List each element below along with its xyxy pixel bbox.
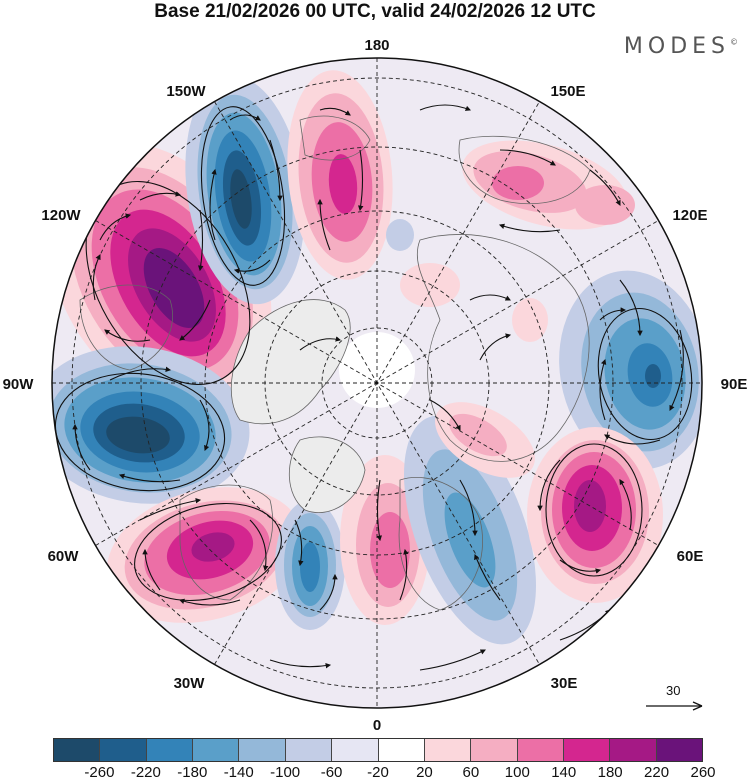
colorbar-tick-label: 140 — [551, 764, 577, 781]
colorbar-swatch — [332, 739, 379, 761]
anomaly-field — [52, 70, 702, 645]
positive-anomaly-45e — [435, 402, 535, 478]
coastlines — [79, 115, 591, 611]
lon-label-60w: 60W — [48, 548, 80, 565]
colorbar-tick-label: 220 — [644, 764, 670, 781]
colorbar-tick-labels: -260 -220 -180 -140 -100 -60 -20 20 60 100 140 180 2… — [53, 764, 715, 783]
negative-anomaly-90w — [52, 346, 250, 504]
polar-stereographic-map: 0 30E 60E 90E 120E 150E 180 150W 120W 90… — [3, 37, 748, 734]
lon-label-30w: 30W — [174, 675, 206, 692]
lon-label-150e: 150E — [550, 83, 585, 100]
colorbar-tick-label: -20 — [367, 764, 389, 781]
colorbar-tick-label: -180 — [177, 764, 208, 781]
reference-vector-arrow — [646, 701, 703, 711]
colorbar-swatch — [146, 739, 194, 761]
map-disk — [52, 58, 702, 708]
colorbar-tick-label: 260 — [690, 764, 716, 781]
colorbar-tick-label: 100 — [504, 764, 530, 781]
lon-label-0: 0 — [373, 717, 381, 734]
colorbar-tick-label: -140 — [223, 764, 254, 781]
negative-anomaly-40w — [275, 500, 345, 630]
lon-label-90w: 90W — [3, 376, 35, 393]
colorbar-swatch — [471, 739, 518, 761]
reference-vector-label: 30 — [666, 683, 681, 698]
colorbar-tick-label: -100 — [270, 764, 301, 781]
lon-label-150w: 150W — [166, 83, 206, 100]
colorbar — [53, 738, 703, 762]
colorbar-tick-label: 180 — [597, 764, 623, 781]
colorbar-swatch — [285, 739, 333, 761]
colorbar-tick-label: 60 — [462, 764, 480, 781]
colorbar-swatch — [100, 739, 147, 761]
colorbar-tick-label: -220 — [130, 764, 161, 781]
colorbar-swatch — [563, 739, 611, 761]
colorbar-tick-label: 20 — [416, 764, 433, 781]
weak-positive-anomaly-asia — [512, 298, 548, 342]
map-border — [51, 57, 703, 709]
brand-name: MODES — [623, 34, 730, 59]
lon-label-60e: 60E — [677, 548, 704, 565]
colorbar-swatch — [610, 739, 657, 761]
positive-anomaly-60e — [527, 427, 663, 603]
negative-anomaly-150w — [185, 75, 305, 305]
colorbar-swatch — [656, 739, 703, 761]
colorbar-swatch — [424, 739, 472, 761]
map-title: Base 21/02/2026 00 UTC, valid 24/02/2026… — [154, 1, 596, 22]
lon-label-120w: 120W — [41, 207, 81, 224]
copyright-mark: © — [730, 37, 738, 47]
colorbar-swatch — [517, 739, 564, 761]
lon-label-30e: 30E — [551, 675, 578, 692]
colorbar-swatch — [239, 739, 286, 761]
lon-label-90e: 90E — [721, 376, 748, 393]
weak-positive-anomaly-siberia — [400, 263, 460, 307]
modes-logo: MODES© — [624, 34, 738, 59]
colorbar-swatch — [378, 739, 425, 761]
colorbar-tick-label: -260 — [84, 764, 115, 781]
lon-label-180: 180 — [364, 37, 389, 54]
colorbar-tick-label: -60 — [320, 764, 343, 781]
colorbar-swatch — [193, 739, 240, 761]
north-pole-marker — [375, 381, 379, 385]
weak-negative-anomaly-chukotka — [386, 219, 414, 251]
colorbar-swatch — [54, 739, 101, 761]
lon-label-120e: 120E — [672, 207, 707, 224]
